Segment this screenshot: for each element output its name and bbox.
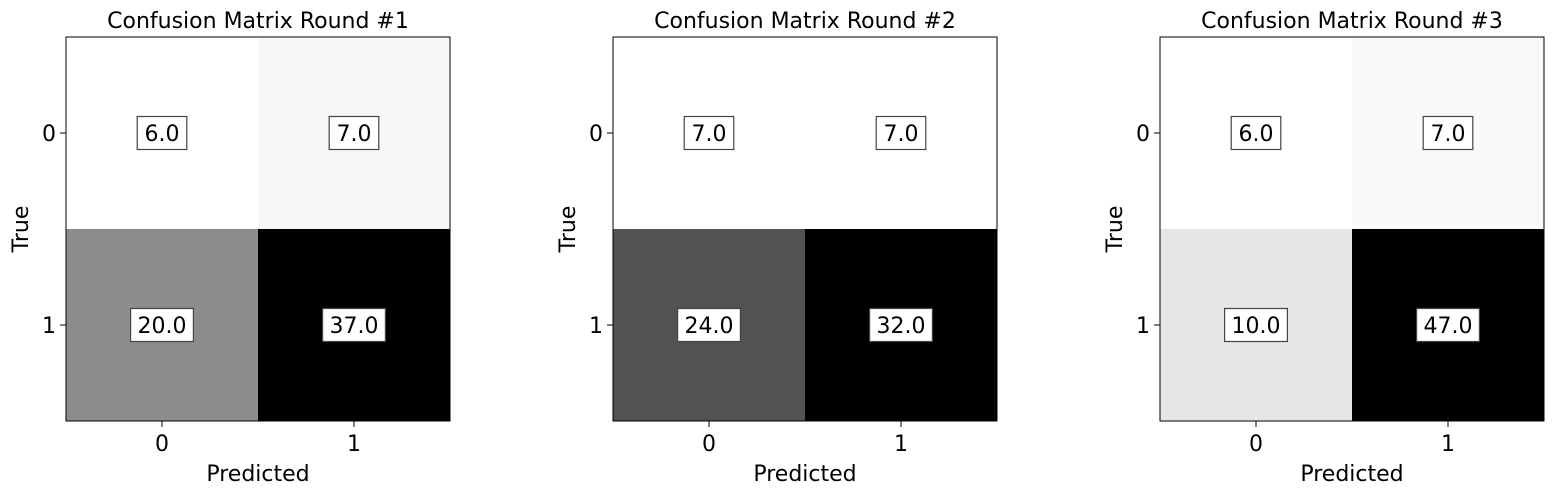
- confusion-matrix-panel-2: 7.0 7.0 24.0 32.0 0 1 0 1 Confusion Matrix Round…: [556, 9, 998, 487]
- y-tick-label: 0: [589, 122, 603, 147]
- cell-label-box: [676, 307, 741, 343]
- chart-title: Confusion Matrix Round #2: [654, 9, 956, 34]
- cell-value-label: 7.0: [692, 122, 727, 147]
- y-tick-label: 1: [1136, 314, 1150, 339]
- x-axis-label: Predicted: [1300, 462, 1403, 487]
- cell-value-label: 6.0: [1239, 122, 1274, 147]
- y-axis-label: True: [9, 206, 34, 254]
- plot-frame: [1159, 36, 1545, 422]
- cell-value-label: 24.0: [685, 314, 734, 339]
- y-tick-label: 0: [42, 122, 56, 147]
- confusion-matrix-panel-3: 6.0 7.0 10.0 47.0 0 1 0 1 Confusion Matrix Round…: [1103, 9, 1545, 487]
- x-tick-label: 0: [702, 432, 716, 457]
- x-tick-label: 1: [347, 432, 361, 457]
- x-tick-label: 0: [155, 432, 169, 457]
- plot-frame: [612, 36, 998, 422]
- cell-value-label: 7.0: [1431, 122, 1466, 147]
- cell-label-box: [322, 307, 387, 343]
- cell-value-label: 37.0: [330, 314, 379, 339]
- x-axis-label: Predicted: [753, 462, 856, 487]
- y-axis-label: True: [556, 206, 581, 254]
- chart-title: Confusion Matrix Round #1: [107, 9, 409, 34]
- cell-label-box: [875, 115, 927, 151]
- cell-label-box: [1223, 307, 1288, 343]
- cell-label-box: [683, 115, 735, 151]
- chart-title: Confusion Matrix Round #3: [1201, 9, 1503, 34]
- x-tick-label: 1: [1441, 432, 1455, 457]
- plot-frame: [65, 36, 451, 422]
- cell-label-box: [1230, 115, 1282, 151]
- confusion-matrix-panel-1: 6.0 7.0 20.0 37.0 0 1 0 1 Confusion Matrix Round…: [9, 9, 451, 487]
- cell-value-label: 47.0: [1424, 314, 1473, 339]
- cell-value-label: 7.0: [884, 122, 919, 147]
- cell-value-label: 10.0: [1232, 314, 1281, 339]
- x-tick-label: 1: [894, 432, 908, 457]
- y-tick-label: 1: [42, 314, 56, 339]
- cell-label-box: [328, 115, 380, 151]
- y-tick-label: 1: [589, 314, 603, 339]
- x-axis-label: Predicted: [206, 462, 309, 487]
- cell-label-box: [1422, 115, 1474, 151]
- cell-label-box: [130, 307, 195, 343]
- cell-label-box: [868, 307, 933, 343]
- cell-label-box: [1415, 307, 1480, 343]
- cell-value-label: 20.0: [138, 314, 187, 339]
- cell-value-label: 6.0: [145, 122, 180, 147]
- y-axis-label: True: [1103, 206, 1128, 254]
- y-tick-label: 0: [1136, 122, 1150, 147]
- cell-value-label: 7.0: [337, 122, 372, 147]
- x-tick-label: 0: [1249, 432, 1263, 457]
- cell-value-label: 32.0: [877, 314, 926, 339]
- cell-label-box: [136, 115, 188, 151]
